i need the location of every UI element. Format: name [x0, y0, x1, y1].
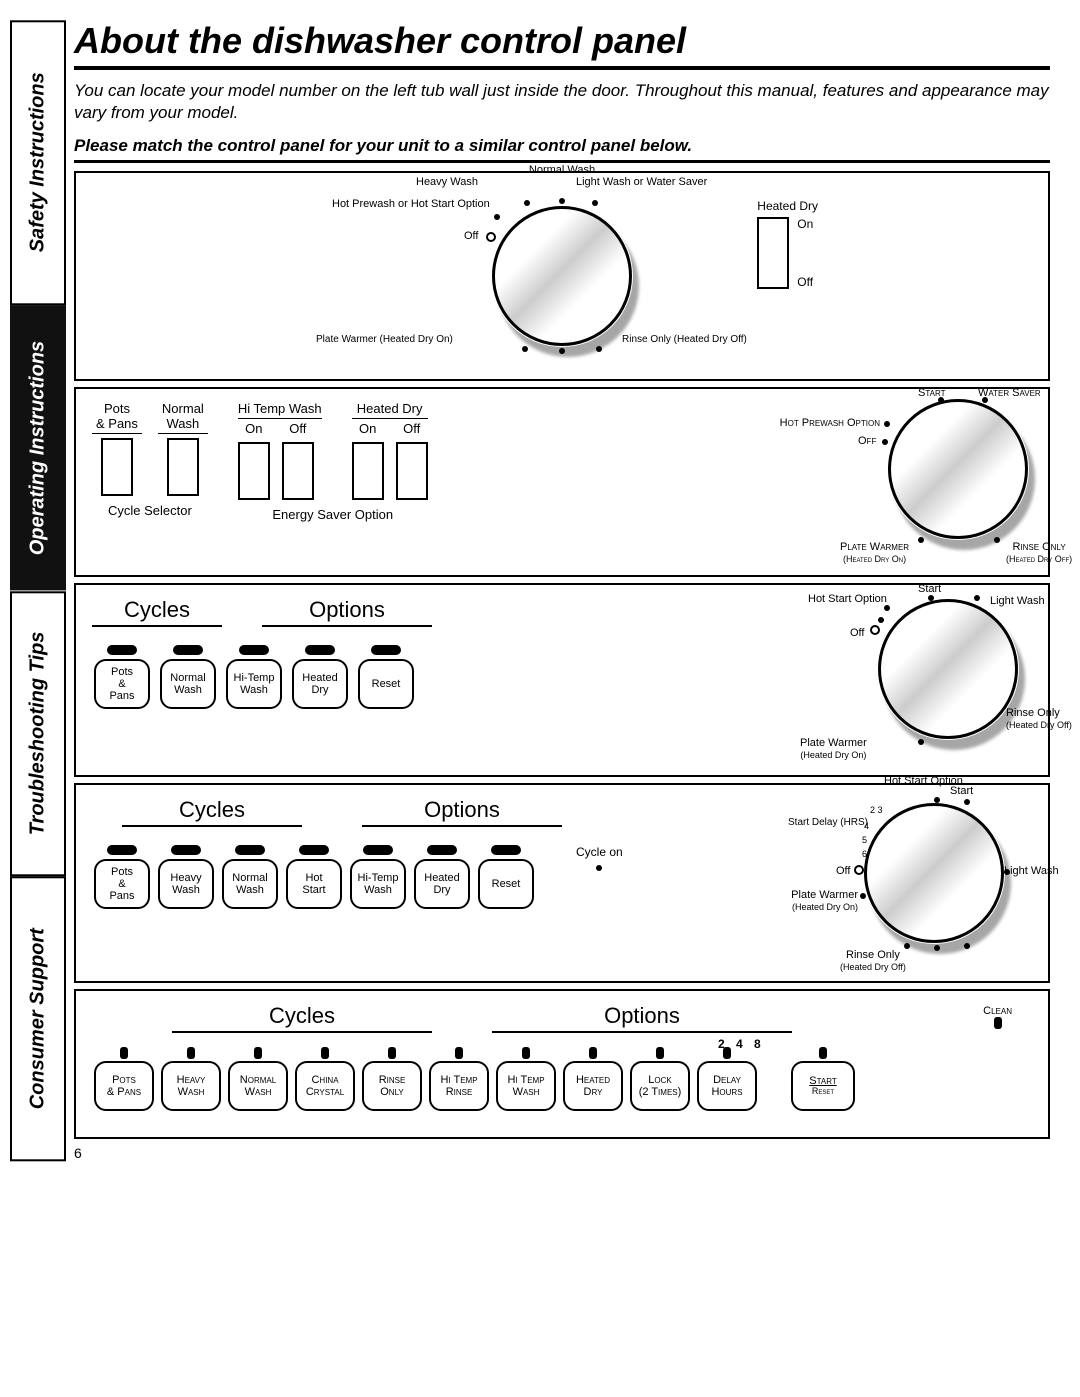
- p4-btn-2[interactable]: NormalWash: [222, 859, 278, 909]
- p3-off: Off: [850, 627, 864, 639]
- label-rinse-only: Rinse Only (Heated Dry Off): [622, 334, 747, 345]
- p3-btn-2[interactable]: Hi-TempWash: [226, 659, 282, 709]
- p5-start-button[interactable]: Start Reset: [791, 1061, 855, 1111]
- p4-btn-0[interactable]: Pots&Pans: [94, 859, 150, 909]
- p3-options-hdr: Options: [262, 597, 432, 627]
- p3-btn-3[interactable]: HeatedDry: [292, 659, 348, 709]
- p2-btn-normal[interactable]: [167, 438, 199, 496]
- label-normal-wash: Normal Wash: [529, 164, 595, 176]
- p4-btn-5[interactable]: HeatedDry: [414, 859, 470, 909]
- p5-btn-2[interactable]: NormalWash: [228, 1061, 288, 1111]
- label-hot-prewash: Hot Prewash or Hot Start Option: [332, 198, 482, 210]
- p5-btn-5[interactable]: Hi TempRinse: [429, 1061, 489, 1111]
- p4-light-wash: Light Wash: [1004, 865, 1059, 877]
- tab-consumer-support[interactable]: Consumer Support: [10, 876, 66, 1161]
- p5-btn-8[interactable]: Lock(2 Times): [630, 1061, 690, 1111]
- label-heavy-wash: Heavy Wash: [416, 176, 478, 188]
- clean-indicator-icon: [994, 1017, 1002, 1029]
- p5-btn-6[interactable]: Hi TempWash: [496, 1061, 556, 1111]
- p4-btn-1[interactable]: HeavyWash: [158, 859, 214, 909]
- p2-heateddry-on[interactable]: [352, 442, 384, 500]
- p4-dial[interactable]: [864, 803, 1004, 943]
- p2-heateddry-title: Heated Dry: [352, 401, 428, 419]
- label-plate-warmer: Plate Warmer (Heated Dry On): [316, 334, 453, 345]
- p4-cycles-hdr: Cycles: [122, 797, 302, 827]
- heated-dry-switch[interactable]: [757, 217, 789, 289]
- p4-start-delay: Start Delay (HRS): [788, 817, 858, 828]
- heated-dry-off: Off: [797, 275, 813, 289]
- label-off: Off: [464, 230, 478, 242]
- p5-delay-nums: 2 4 8: [718, 1037, 765, 1051]
- p3-plate-warmer: Plate Warmer(Heated Dry On): [800, 737, 867, 761]
- p2-heateddry-off[interactable]: [396, 442, 428, 500]
- p2-hitemp-on[interactable]: [238, 442, 270, 500]
- label-light-wash: Light Wash or Water Saver: [576, 176, 707, 188]
- p4-options-hdr: Options: [362, 797, 562, 827]
- panel-5: Cycles Options Pots& PansHeavyWashNormal…: [74, 989, 1050, 1139]
- p3-btn-0[interactable]: Pots&Pans: [94, 659, 150, 709]
- panel-2: Pots& Pans NormalWash Cycle Selector Hi: [74, 387, 1050, 577]
- heated-dry-on: On: [797, 217, 813, 231]
- p2-normal-wash: NormalWash: [158, 401, 208, 434]
- p5-btn-0[interactable]: Pots& Pans: [94, 1061, 154, 1111]
- heated-dry-label: Heated Dry: [757, 199, 818, 213]
- match-instruction: Please match the control panel for your …: [74, 136, 1050, 163]
- p4-btn-6[interactable]: Reset: [478, 859, 534, 909]
- p3-cycles-hdr: Cycles: [92, 597, 222, 627]
- p2-hot-prewash: Hot Prewash Option: [760, 417, 880, 429]
- p4-plate-warmer: Plate Warmer(Heated Dry On): [778, 889, 858, 913]
- p4-rinse-only: Rinse Only(Heated Dry Off): [840, 949, 906, 973]
- p5-cycles-hdr: Cycles: [172, 1003, 432, 1033]
- p4-cycle-on: Cycle on: [576, 845, 623, 859]
- p3-dial[interactable]: [878, 599, 1018, 739]
- p3-btn-4[interactable]: Reset: [358, 659, 414, 709]
- page-title: About the dishwasher control panel: [74, 20, 1050, 70]
- tab-troubleshooting[interactable]: Troubleshooting Tips: [10, 591, 66, 876]
- p2-pots-pans: Pots& Pans: [92, 401, 142, 434]
- p3-rinse-only: Rinse Only(Heated Dry Off): [1006, 707, 1072, 731]
- p2-energy-saver: Energy Saver Option: [238, 507, 428, 522]
- p4-btn-4[interactable]: Hi-TempWash: [350, 859, 406, 909]
- p3-start: Start: [918, 583, 941, 595]
- intro-text: You can locate your model number on the …: [74, 80, 1050, 124]
- panel-3: Cycles Options Pots&PansNormalWashHi-Tem…: [74, 583, 1050, 777]
- p2-dial[interactable]: [888, 399, 1028, 539]
- p3-light-wash: Light Wash: [990, 595, 1045, 607]
- page-number: 6: [74, 1145, 1050, 1161]
- p5-btn-7[interactable]: HeatedDry: [563, 1061, 623, 1111]
- panel-4: Cycles Options Pots&PansHeavyWashNormalW…: [74, 783, 1050, 983]
- p3-btn-1[interactable]: NormalWash: [160, 659, 216, 709]
- p4-hot-start: Hot Start Option: [884, 775, 944, 787]
- p2-btn-pots[interactable]: [101, 438, 133, 496]
- p2-hitemp-title: Hi Temp Wash: [238, 401, 322, 419]
- p4-off: Off: [836, 865, 850, 877]
- tab-safety[interactable]: Safety Instructions: [10, 20, 66, 305]
- tab-operating[interactable]: Operating Instructions: [10, 305, 66, 590]
- p5-clean: Clean: [983, 1005, 1012, 1017]
- p5-btn-9[interactable]: DelayHours: [697, 1061, 757, 1111]
- p5-btn-4[interactable]: RinseOnly: [362, 1061, 422, 1111]
- p4-start: Start: [950, 785, 973, 797]
- p2-cycle-selector: Cycle Selector: [92, 503, 208, 518]
- p2-hitemp-off[interactable]: [282, 442, 314, 500]
- side-tabs: Safety Instructions Operating Instructio…: [10, 20, 66, 1161]
- p5-btn-1[interactable]: HeavyWash: [161, 1061, 221, 1111]
- p5-btn-3[interactable]: ChinaCrystal: [295, 1061, 355, 1111]
- dial[interactable]: [492, 206, 632, 346]
- p3-hot-start: Hot Start Option: [808, 593, 872, 605]
- p2-off: Off: [858, 435, 876, 447]
- p4-btn-3[interactable]: HotStart: [286, 859, 342, 909]
- panel-1: Normal Wash Heavy Wash Light Wash or Wat…: [74, 171, 1050, 381]
- p2-plate-warmer: Plate Warmer(Heated Dry On): [840, 541, 909, 565]
- p2-rinse-only: Rinse Only(Heated Dry Off): [1006, 541, 1072, 565]
- start-indicator-icon: [819, 1047, 827, 1059]
- p5-options-hdr: Options: [492, 1003, 792, 1033]
